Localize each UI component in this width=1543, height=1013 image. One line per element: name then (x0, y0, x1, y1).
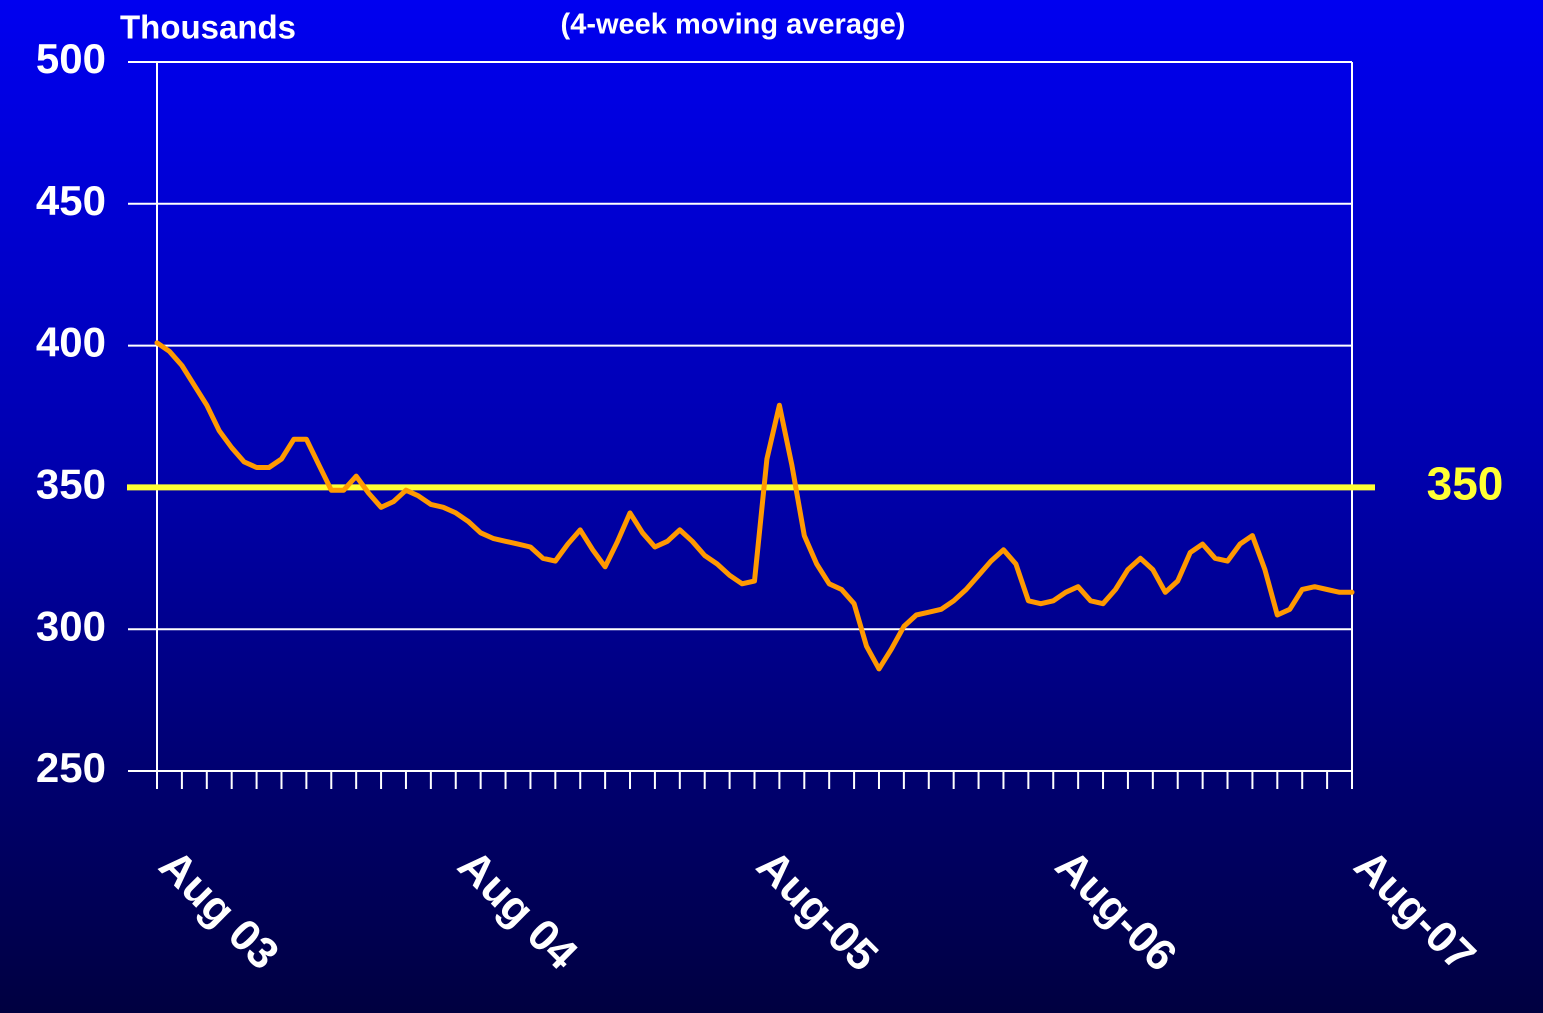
x-tick-label: Aug-06 (1046, 841, 1186, 981)
subtitle: (4-week moving average) (561, 9, 906, 41)
x-tick-label: Aug 04 (448, 841, 587, 980)
x-tick-label: Aug-07 (1345, 841, 1485, 981)
data-line (154, 340, 1355, 672)
y-axis-label: Thousands (120, 9, 296, 46)
x-tick-label: Aug-05 (747, 841, 887, 981)
y-tick-label: 450 (36, 177, 106, 224)
y-tick-label: 300 (36, 602, 106, 649)
reference-line-label: 350 (1427, 458, 1504, 510)
y-tick-label: 250 (36, 744, 106, 791)
x-tick-label: Aug 03 (150, 841, 288, 979)
y-tick-label: 500 (36, 35, 106, 82)
y-tick-label: 400 (36, 319, 106, 366)
y-tick-label: 350 (36, 460, 106, 507)
